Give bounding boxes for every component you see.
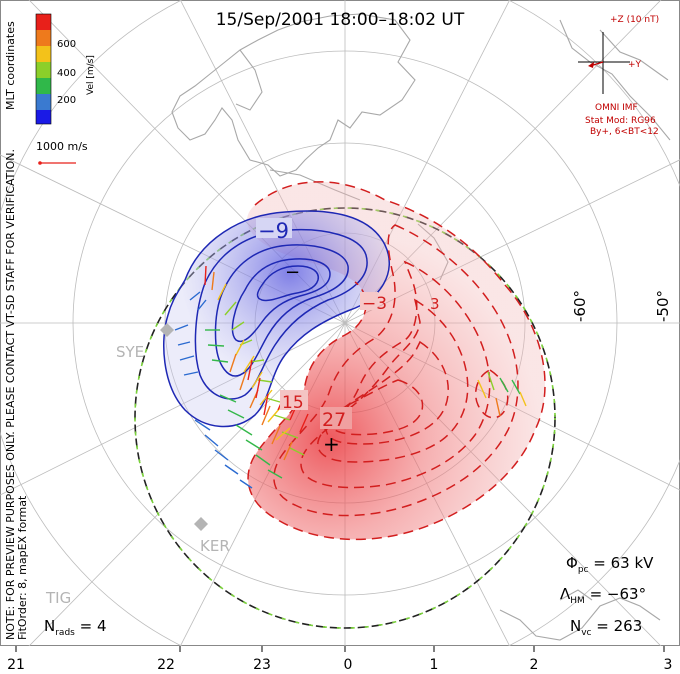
fit-order-note: FitOrder: 8, mapEX format	[16, 495, 29, 640]
colorbar-tick-600: 600	[57, 39, 76, 50]
nrads-value: = 4	[75, 617, 107, 635]
svg-text:Nrads = 4: Nrads = 4	[44, 617, 107, 638]
positive-contours	[247, 181, 546, 541]
imf-source: OMNI IMF	[595, 103, 638, 113]
colorbar-tick-200: 200	[57, 95, 76, 106]
colorbar-tick-400: 400	[57, 68, 76, 79]
mlt-tick-1: 1	[430, 657, 439, 673]
reference-vector-label: 1000 m/s	[36, 140, 88, 153]
colorbar-label: Vel [m/s]	[86, 55, 96, 95]
mlt-tick-0: 0	[344, 657, 353, 673]
nvc-symbol: N	[570, 617, 581, 635]
stat-model: Stat Mod: RG96	[585, 116, 656, 126]
contour-label-3: 3	[430, 295, 440, 313]
contour-label-minus9: −9	[258, 219, 289, 243]
latitude-label-60: -60°	[571, 290, 589, 322]
lambda-subscript: HM	[570, 596, 585, 606]
nrads-symbol: N	[44, 617, 55, 635]
mlt-tick-2: 2	[530, 657, 539, 673]
phi-symbol: Φ	[566, 554, 578, 572]
station-label-ker: KER	[200, 537, 230, 555]
radar-count: Nrads = 4	[44, 617, 107, 638]
imf-clock: +Z (10 nT) +Y OMNI IMF Stat Mod: RG96 By…	[578, 15, 659, 137]
potential-minimum-marker: −	[285, 262, 300, 283]
phi-value: = 63 kV	[588, 554, 654, 572]
nvc-value: = 263	[592, 617, 643, 635]
nrads-subscript: rads	[55, 628, 75, 638]
potential-maximum-marker: +	[323, 432, 340, 456]
mlt-tick-22: 22	[157, 657, 175, 673]
svg-text:Nvc = 263: Nvc = 263	[570, 617, 642, 638]
coordinate-system-label: MLT coordinates	[4, 21, 17, 110]
nvc-subscript: vc	[581, 628, 591, 638]
plot-title: 15/Sep/2001 18:00–18:02 UT	[216, 10, 465, 30]
heppner-maynard-latitude: ΛHM = −63°	[560, 585, 646, 606]
svg-text:Φpc = 63 kV: Φpc = 63 kV	[566, 554, 654, 575]
station-label-sye: SYE	[116, 343, 144, 361]
imf-z-label: +Z (10 nT)	[610, 15, 659, 25]
mlt-tick-3: 3	[664, 657, 673, 673]
station-markers	[160, 323, 208, 531]
positive-potential-cell	[247, 181, 545, 540]
velocity-colorbar: 600 400 200 Vel [m/s]	[35, 13, 96, 125]
preview-note: NOTE: FOR PREVIEW PURPOSES ONLY. PLEASE …	[4, 149, 17, 640]
stat-condition: By+, 6<BT<12	[590, 127, 659, 137]
contour-label-minus3: −3	[362, 294, 387, 314]
cross-polar-potential: Φpc = 63 kV	[566, 554, 654, 575]
lambda-value: = −63°	[585, 585, 646, 603]
imf-y-label: +Y	[628, 60, 642, 70]
mlt-tick-21: 21	[7, 657, 25, 673]
reference-vector	[38, 161, 76, 165]
phi-subscript: pc	[578, 565, 589, 575]
lambda-symbol: Λ	[560, 585, 571, 603]
contour-label-15: 15	[282, 393, 304, 413]
station-label-tig: TIG	[45, 589, 71, 607]
svg-text:ΛHM = −63°: ΛHM = −63°	[560, 585, 646, 606]
negative-potential-cell	[163, 210, 390, 427]
mlt-tick-23: 23	[253, 657, 271, 673]
latitude-label-50: -50°	[654, 290, 672, 322]
contour-labels: −9 −3 3 15 27	[256, 218, 440, 431]
vector-count: Nvc = 263	[570, 617, 642, 638]
contour-label-27: 27	[322, 409, 346, 431]
mlt-axis	[15, 646, 665, 652]
